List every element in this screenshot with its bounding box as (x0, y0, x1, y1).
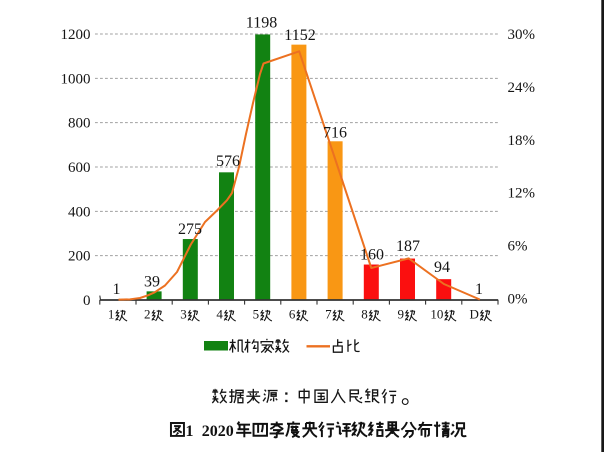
svg-text:39: 39 (144, 274, 160, 291)
svg-text:0%: 0% (508, 291, 528, 307)
svg-text:2020: 2020 (202, 423, 234, 440)
svg-text:187: 187 (396, 238, 420, 255)
svg-text:716: 716 (323, 125, 347, 142)
svg-text:275: 275 (178, 221, 202, 238)
svg-text:600: 600 (68, 160, 91, 176)
svg-text:1: 1 (186, 423, 194, 440)
svg-text:1: 1 (475, 281, 483, 298)
svg-text:6: 6 (289, 306, 296, 321)
svg-text:10: 10 (430, 306, 443, 321)
svg-text:3: 3 (180, 306, 187, 321)
svg-text:800: 800 (68, 116, 91, 132)
svg-text:12%: 12% (508, 186, 536, 202)
svg-text:400: 400 (68, 204, 91, 220)
svg-text:9: 9 (398, 306, 405, 321)
svg-text:1000: 1000 (61, 71, 91, 87)
svg-text:6%: 6% (508, 239, 528, 255)
svg-text:8: 8 (361, 306, 368, 321)
svg-text:7: 7 (325, 306, 332, 321)
svg-text:1198: 1198 (246, 15, 277, 32)
svg-text:0: 0 (83, 293, 91, 309)
svg-text:5: 5 (253, 306, 260, 321)
svg-text:1200: 1200 (61, 27, 91, 43)
svg-text:D: D (470, 306, 479, 321)
svg-text:200: 200 (68, 249, 91, 265)
svg-text:160: 160 (360, 247, 384, 264)
svg-text:1: 1 (113, 281, 121, 298)
svg-text:2: 2 (144, 306, 151, 321)
svg-text:1: 1 (108, 306, 115, 321)
svg-text:94: 94 (434, 259, 450, 276)
svg-text:30%: 30% (508, 27, 536, 43)
svg-text:24%: 24% (508, 80, 536, 96)
svg-text:1152: 1152 (284, 27, 315, 44)
svg-text:4: 4 (216, 306, 223, 321)
svg-text:576: 576 (216, 153, 240, 170)
svg-text:18%: 18% (508, 133, 536, 149)
